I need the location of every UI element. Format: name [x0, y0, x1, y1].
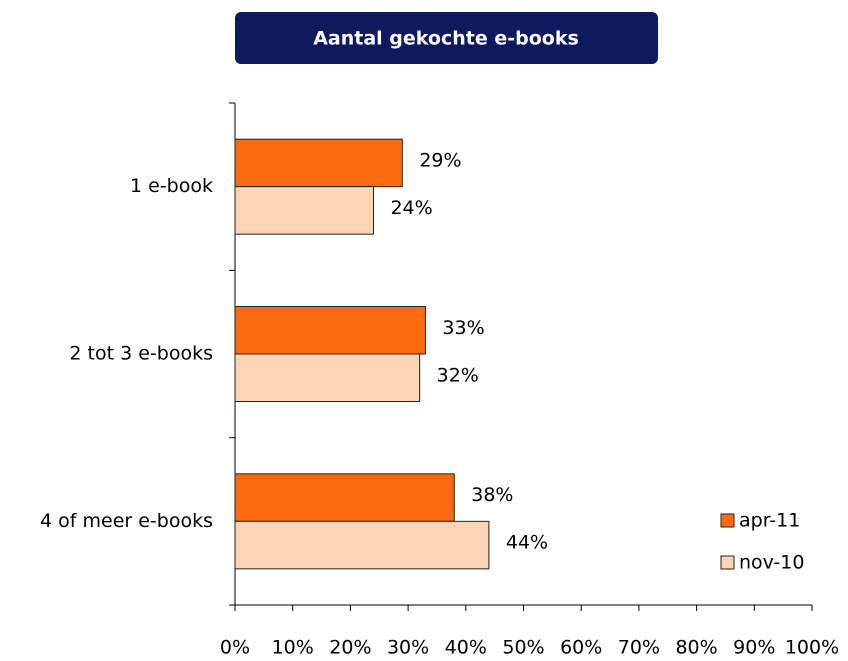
value-label: 44%	[506, 532, 548, 554]
value-label: 32%	[437, 364, 479, 386]
bar	[234, 306, 426, 355]
legend-swatch	[720, 513, 735, 528]
chart-title: Aantal gekochte e-books	[313, 28, 579, 50]
bar	[234, 473, 455, 522]
value-label: 29%	[419, 149, 461, 171]
bar	[234, 520, 490, 570]
value-label: 24%	[390, 197, 432, 219]
x-tick-label: 60%	[560, 637, 602, 658]
x-tick-label: 50%	[502, 637, 544, 658]
y-tick-label: 4 of meer e-books	[40, 510, 213, 532]
x-tick-label: 40%	[445, 637, 487, 658]
legend-label: nov-10	[739, 552, 804, 574]
bar	[234, 186, 374, 235]
title-box	[235, 12, 658, 64]
x-tick-label: 90%	[733, 637, 775, 658]
legend-swatch	[720, 555, 735, 570]
x-tick-label: 100%	[785, 637, 839, 658]
x-tick-label: 30%	[387, 637, 429, 658]
y-tick-label: 2 tot 3 e-books	[69, 343, 213, 365]
x-tick-label: 20%	[329, 637, 371, 658]
x-tick-label: 80%	[675, 637, 717, 658]
bar	[234, 353, 421, 402]
bar	[234, 138, 403, 188]
value-label: 38%	[471, 484, 513, 506]
y-tick-label: 1 e-book	[130, 175, 213, 197]
x-tick-label: 0%	[220, 637, 250, 658]
x-tick-label: 10%	[272, 637, 314, 658]
legend-label: apr-11	[739, 510, 800, 532]
x-tick-label: 70%	[618, 637, 660, 658]
value-label: 33%	[442, 317, 484, 339]
